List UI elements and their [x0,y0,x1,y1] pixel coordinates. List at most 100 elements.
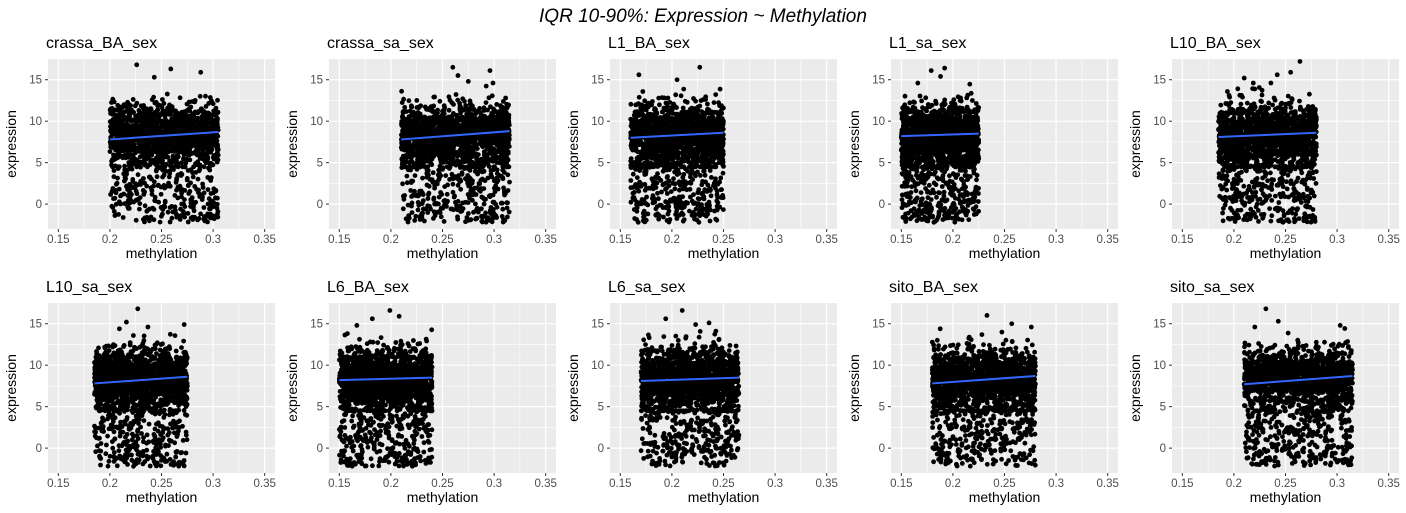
data-point [436,125,441,131]
data-point [419,140,425,146]
data-point [168,66,174,72]
data-point [164,91,170,97]
data-point [432,113,437,119]
data-point [696,187,702,193]
data-point [214,118,220,124]
data-point [432,94,437,100]
data-point [138,149,144,155]
data-point [144,183,150,189]
data-point [421,206,426,212]
data-point [202,145,208,151]
data-point [139,116,144,122]
data-point [645,202,651,208]
y-tick-label: 5 [36,158,42,170]
data-point [110,111,116,117]
data-point [198,106,204,112]
data-point [151,217,157,223]
data-point [177,217,183,222]
data-point [161,183,167,188]
data-point [501,217,506,223]
data-point [151,179,157,185]
data-point [175,153,181,159]
data-point [156,102,162,108]
data-point [169,164,175,170]
data-point [505,138,511,144]
data-point [636,94,642,100]
data-point [464,215,470,220]
data-point [118,201,123,207]
data-point [154,174,160,180]
data-point [459,145,465,151]
y-axis-label: expression [3,110,19,178]
data-point [468,187,474,193]
data-point [206,165,211,171]
data-point [140,121,145,127]
data-point [438,145,444,151]
data-point [214,205,220,211]
data-point [190,121,196,127]
data-point [708,193,714,199]
data-point [195,160,201,166]
data-point [414,125,420,131]
data-point [711,100,717,105]
data-point [450,141,456,147]
data-point [438,214,444,220]
data-point [172,112,178,118]
point-layer [107,62,221,225]
data-point [409,178,414,184]
data-point [490,80,496,86]
data-point [123,115,128,120]
data-point [438,190,443,195]
data-point [483,83,489,89]
data-point [131,199,137,205]
data-point [211,186,217,192]
data-point [458,163,463,168]
data-point [447,121,452,126]
data-point [175,164,181,170]
data-point [162,149,168,154]
data-point [147,140,153,145]
data-point [479,218,485,224]
data-point [158,141,163,147]
data-point [473,201,478,207]
data-point [481,105,487,111]
data-point [203,115,209,121]
data-point [447,160,453,166]
data-point [135,113,141,119]
data-point [185,219,191,225]
data-point [465,166,471,172]
data-point [139,127,144,133]
data-point [200,151,206,157]
data-point [169,104,175,110]
data-point [489,151,494,157]
data-point [431,209,437,215]
data-point [667,100,673,105]
data-point [207,95,213,100]
data-point [438,205,444,211]
data-point [198,192,203,198]
data-point [482,178,488,184]
data-point [431,195,437,201]
data-point [130,153,136,159]
data-point [157,219,163,225]
data-point [148,107,154,113]
data-point [406,216,411,222]
data-point [181,210,187,216]
data-point [113,127,118,132]
data-point [437,98,443,104]
data-point [436,194,442,200]
data-point [663,199,668,205]
data-point [506,118,511,123]
data-point [158,205,164,210]
data-point [490,192,496,198]
data-point [201,205,207,210]
data-point [465,78,471,84]
data-point [479,156,485,162]
data-point [110,122,116,127]
data-point [120,215,126,220]
data-point [440,165,446,171]
data-point [413,142,419,148]
data-point [490,211,496,217]
data-point [144,117,150,123]
